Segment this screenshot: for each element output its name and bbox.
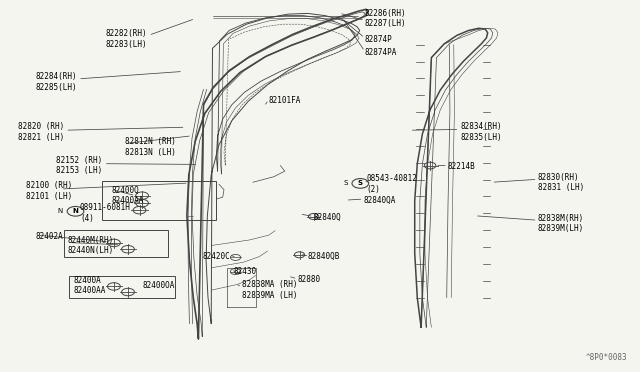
Text: 82152 (RH)
82153 (LH): 82152 (RH) 82153 (LH) bbox=[56, 156, 102, 175]
Text: 82214B: 82214B bbox=[448, 162, 476, 171]
Text: N: N bbox=[58, 208, 63, 214]
Text: 08911-6081H
(4): 08911-6081H (4) bbox=[80, 203, 131, 223]
Text: 08543-40812
(2): 08543-40812 (2) bbox=[366, 174, 417, 194]
Text: 82820 (RH)
82821 (LH): 82820 (RH) 82821 (LH) bbox=[18, 122, 64, 142]
Text: 82838MA (RH)
82839MA (LH): 82838MA (RH) 82839MA (LH) bbox=[242, 280, 298, 300]
Text: 82812N (RH)
82813N (LH): 82812N (RH) 82813N (LH) bbox=[125, 137, 175, 157]
Text: S: S bbox=[358, 180, 363, 186]
Text: 82830(RH)
82831 (LH): 82830(RH) 82831 (LH) bbox=[538, 173, 584, 192]
Text: 82840Q: 82840Q bbox=[314, 213, 341, 222]
Text: 82101FA: 82101FA bbox=[269, 96, 301, 105]
Text: 82880: 82880 bbox=[298, 275, 321, 284]
Text: S: S bbox=[343, 180, 348, 186]
Text: 82400Q: 82400Q bbox=[112, 186, 140, 195]
Bar bbox=[64, 230, 168, 257]
Text: 82100 (RH)
82101 (LH): 82100 (RH) 82101 (LH) bbox=[26, 181, 72, 201]
Text: 82440M(RH)
82440N(LH): 82440M(RH) 82440N(LH) bbox=[67, 236, 113, 255]
Text: 82400AA: 82400AA bbox=[112, 196, 145, 205]
Text: ^8P0*0083: ^8P0*0083 bbox=[586, 353, 627, 362]
Text: 82400OA: 82400OA bbox=[142, 281, 175, 290]
Text: 82430: 82430 bbox=[234, 267, 257, 276]
Text: 82838M(RH)
82839M(LH): 82838M(RH) 82839M(LH) bbox=[538, 214, 584, 233]
Text: 82840QA: 82840QA bbox=[364, 196, 396, 205]
Text: 82840QB: 82840QB bbox=[307, 252, 340, 261]
Text: 82834(RH)
82835(LH): 82834(RH) 82835(LH) bbox=[461, 122, 502, 142]
Bar bbox=[69, 276, 175, 298]
Text: 82282(RH)
82283(LH): 82282(RH) 82283(LH) bbox=[106, 29, 147, 49]
Text: 82402A: 82402A bbox=[35, 232, 63, 241]
Text: 82284(RH)
82285(LH): 82284(RH) 82285(LH) bbox=[35, 72, 77, 92]
Text: 82874PA: 82874PA bbox=[365, 48, 397, 57]
Text: 82874P: 82874P bbox=[365, 35, 392, 44]
Text: N: N bbox=[72, 208, 79, 214]
Text: 82420C: 82420C bbox=[203, 252, 230, 261]
Text: 82400A
82400AA: 82400A 82400AA bbox=[74, 276, 106, 295]
Bar bbox=[102, 181, 216, 220]
Text: 82286(RH)
82287(LH): 82286(RH) 82287(LH) bbox=[365, 9, 406, 28]
